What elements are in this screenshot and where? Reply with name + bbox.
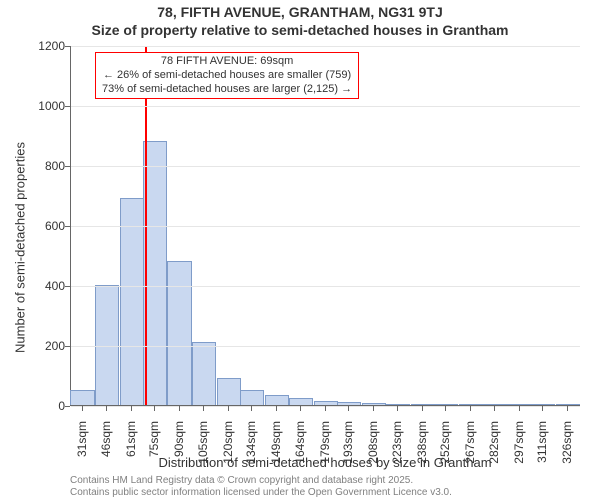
x-tick-mark <box>106 406 107 411</box>
bar <box>167 261 191 405</box>
bar <box>240 390 264 405</box>
bar <box>95 285 119 405</box>
y-tick-mark <box>65 406 70 407</box>
gridline <box>71 346 580 347</box>
bar <box>362 403 386 405</box>
x-tick-mark <box>422 406 423 411</box>
x-tick-mark <box>203 406 204 411</box>
y-tick-mark <box>65 46 70 47</box>
chart-title-line2: Size of property relative to semi-detach… <box>0 22 600 38</box>
y-tick-label: 1200 <box>25 39 65 53</box>
x-tick-mark <box>470 406 471 411</box>
bar <box>289 398 313 406</box>
bar <box>556 404 580 405</box>
x-tick-mark <box>567 406 568 411</box>
x-tick-mark <box>397 406 398 411</box>
x-tick-mark <box>445 406 446 411</box>
x-tick-mark <box>82 406 83 411</box>
chart-container: { "title_line1": "78, FIFTH AVENUE, GRAN… <box>0 0 600 500</box>
bar <box>508 404 532 405</box>
gridline <box>71 46 580 47</box>
y-tick-label: 400 <box>25 279 65 293</box>
x-tick-mark <box>300 406 301 411</box>
annotation-line2: ← 26% of semi-detached houses are smalle… <box>102 69 352 83</box>
y-tick-label: 0 <box>25 399 65 413</box>
annotation-box: 78 FIFTH AVENUE: 69sqm ← 26% of semi-det… <box>95 52 359 99</box>
x-tick-mark <box>154 406 155 411</box>
bar <box>265 395 289 406</box>
bar <box>411 404 435 405</box>
x-tick-mark <box>348 406 349 411</box>
y-tick-mark <box>65 346 70 347</box>
bar <box>70 390 94 405</box>
x-tick-mark <box>325 406 326 411</box>
annotation-line3: 73% of semi-detached houses are larger (… <box>102 83 352 97</box>
y-tick-label: 200 <box>25 339 65 353</box>
bar <box>120 198 144 405</box>
bar <box>434 404 458 405</box>
x-tick-mark <box>276 406 277 411</box>
bar <box>217 378 241 405</box>
bar <box>459 404 483 405</box>
credits: Contains HM Land Registry data © Crown c… <box>70 475 580 498</box>
gridline <box>71 106 580 107</box>
y-tick-label: 1000 <box>25 99 65 113</box>
gridline <box>71 226 580 227</box>
x-tick-mark <box>251 406 252 411</box>
x-tick-mark <box>131 406 132 411</box>
chart-title-line1: 78, FIFTH AVENUE, GRANTHAM, NG31 9TJ <box>0 4 600 20</box>
bar <box>531 404 555 405</box>
y-tick-label: 800 <box>25 159 65 173</box>
x-tick-mark <box>494 406 495 411</box>
x-tick-mark <box>228 406 229 411</box>
annotation-line1: 78 FIFTH AVENUE: 69sqm <box>102 55 352 69</box>
gridline <box>71 166 580 167</box>
credits-line2: Contains public sector information licen… <box>70 487 580 499</box>
bar <box>337 402 361 405</box>
y-tick-mark <box>65 166 70 167</box>
x-tick-mark <box>373 406 374 411</box>
x-tick-mark <box>542 406 543 411</box>
y-tick-mark <box>65 106 70 107</box>
x-axis-label: Distribution of semi-detached houses by … <box>70 455 580 470</box>
y-tick-mark <box>65 286 70 287</box>
y-tick-label: 600 <box>25 219 65 233</box>
y-tick-mark <box>65 226 70 227</box>
x-tick-mark <box>519 406 520 411</box>
x-tick-mark <box>179 406 180 411</box>
gridline <box>71 286 580 287</box>
bar <box>192 342 216 405</box>
plot-area: 78 FIFTH AVENUE: 69sqm ← 26% of semi-det… <box>70 46 580 406</box>
bar <box>314 401 338 406</box>
bar <box>483 404 507 405</box>
bar <box>386 404 410 405</box>
credits-line1: Contains HM Land Registry data © Crown c… <box>70 475 580 487</box>
